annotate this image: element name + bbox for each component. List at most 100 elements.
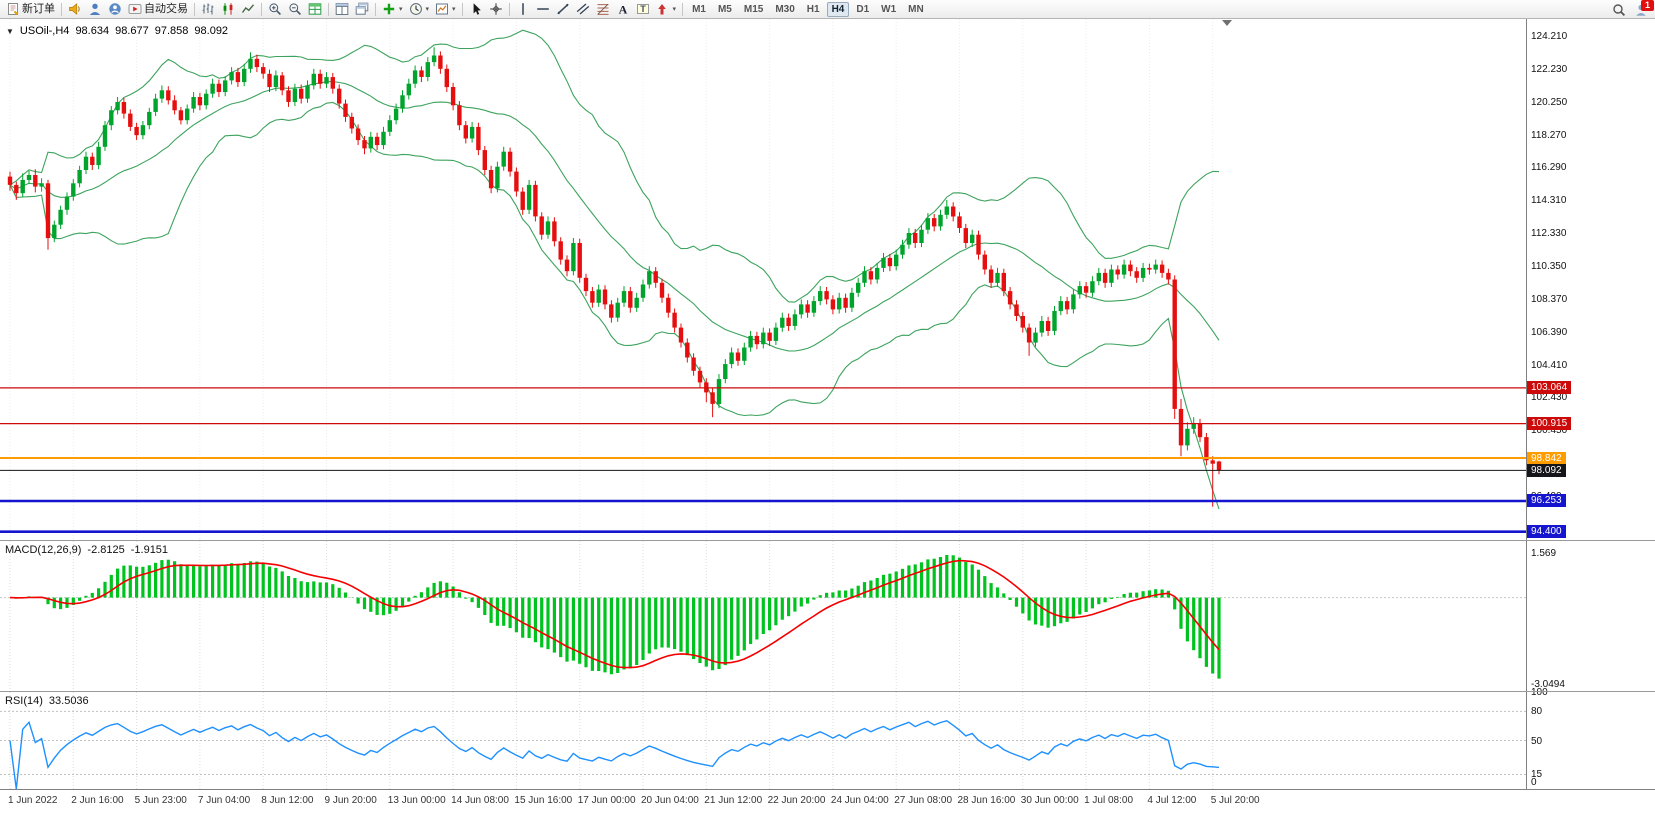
- vertical-line-button[interactable]: [513, 0, 533, 19]
- user-button[interactable]: 1: [1631, 0, 1654, 19]
- text-button[interactable]: A: [613, 0, 633, 19]
- cursor-icon: [473, 3, 481, 15]
- rsi-canvas: [0, 692, 1526, 789]
- timeframe-m5-button[interactable]: M5: [717, 3, 732, 15]
- time-axis[interactable]: 1 Jun 2022 2 Jun 16:00 5 Jun 23:00 7 Jun 04…: [0, 789, 1655, 815]
- dropdown-caret-icon: ▾: [672, 6, 677, 13]
- zoom-out-button[interactable]: [285, 0, 305, 19]
- rsi-scale-tick: 50: [1531, 735, 1543, 747]
- channel-icon: [576, 3, 589, 15]
- crosshair-icon: [489, 3, 502, 15]
- templates-button[interactable]: ▾: [432, 0, 459, 19]
- cascade-windows-button[interactable]: [352, 0, 372, 19]
- zoom-group: [265, 0, 325, 18]
- toolbar-separator: [375, 2, 376, 16]
- arrows-icon: [657, 4, 666, 15]
- chart-title-line: ▼ USOil-,H4 98.634 98.677 97.858 98.092: [6, 25, 228, 37]
- price-scale-tick: 124.210: [1531, 31, 1568, 43]
- rsi-scale-tick: 0: [1531, 777, 1537, 788]
- current-price-badge: 98.092: [1527, 463, 1566, 477]
- macd-main-value: -2.8125: [87, 544, 125, 556]
- toolbar-separator: [508, 2, 510, 16]
- ohlc-close: 98.092: [194, 25, 229, 37]
- cursor-button[interactable]: [466, 0, 486, 19]
- time-axis-label: 27 Jun 08:00: [894, 795, 953, 806]
- price-scale-tick: 106.390: [1531, 326, 1568, 338]
- zoom-in-icon: [269, 3, 281, 15]
- hline-icon: [536, 8, 549, 10]
- toolbar-separator: [61, 2, 62, 16]
- channel-button[interactable]: [573, 0, 593, 19]
- macd-label: MACD(12,26,9): [5, 544, 82, 556]
- time-axis-label: 28 Jun 16:00: [957, 795, 1016, 806]
- price-scale-tick: 118.270: [1531, 129, 1567, 141]
- fibo-icon: [597, 3, 609, 15]
- main-chart-panel[interactable]: ▼ USOil-,H4 98.634 98.677 97.858 98.092: [0, 19, 1526, 540]
- macd-panel[interactable]: MACD(12,26,9) -2.8125 -1.9151: [0, 541, 1526, 691]
- svg-text:A: A: [618, 2, 627, 16]
- indicators-button[interactable]: ▾: [379, 0, 406, 19]
- bar-chart-button[interactable]: [198, 0, 218, 19]
- price-scale-tick: 104.410: [1531, 359, 1568, 371]
- ohlc-open: 98.634: [75, 25, 110, 37]
- rsi-value: 33.5036: [48, 695, 89, 707]
- market-watch-button[interactable]: [305, 0, 325, 19]
- timeframe-h1-button[interactable]: H1: [806, 3, 820, 15]
- toolbar-groups: 新订单 自动交易 ▾ ▾ ▾ A T ▾ M1 M5 M15 M30 H1 H4 D1 W1 MN: [3, 0, 930, 18]
- price-scale-tick: 114.310: [1531, 195, 1567, 207]
- new-order-button[interactable]: 新订单: [3, 0, 58, 19]
- symbol-timeframe-label: USOil-,H4: [19, 25, 70, 37]
- time-axis-label: 13 Jun 00:00: [387, 795, 446, 806]
- text-label-button[interactable]: T: [633, 0, 653, 19]
- cursor-group: [466, 0, 506, 18]
- price-scale-tick: 120.250: [1531, 96, 1568, 108]
- time-axis-label: 22 Jun 20:00: [767, 795, 826, 806]
- rsi-scale-tick: 15: [1531, 769, 1543, 781]
- window-group: [332, 0, 372, 18]
- horn-icon: [69, 3, 80, 15]
- level-price-badge: 96.253: [1527, 494, 1566, 508]
- rsi-scale-tick: 80: [1531, 706, 1543, 718]
- ohlc-high: 98.677: [115, 25, 149, 37]
- macd-label-line: MACD(12,26,9) -2.8125 -1.9151: [5, 544, 168, 556]
- timeframe-d1-button[interactable]: D1: [856, 3, 870, 15]
- time-axis-label: 17 Jun 00:00: [577, 795, 636, 806]
- rsi-panel[interactable]: RSI(14) 33.5036: [0, 692, 1526, 789]
- time-axis-label: 30 Jun 00:00: [1020, 795, 1079, 806]
- periods-button[interactable]: ▾: [406, 0, 433, 19]
- periods-icon: [409, 3, 422, 15]
- line-chart-button[interactable]: [238, 0, 258, 19]
- community-button[interactable]: [105, 0, 125, 19]
- trendline-button[interactable]: [553, 0, 573, 19]
- price-scale[interactable]: 124.210 122.230 120.250 118.270 116.290 114.3…: [1526, 19, 1655, 789]
- profile-button[interactable]: [85, 0, 105, 19]
- candlestick-button[interactable]: [218, 0, 238, 19]
- horizontal-line-button[interactable]: [533, 0, 553, 19]
- service-group: 自动交易: [65, 0, 191, 18]
- zoom-in-button[interactable]: [265, 0, 285, 19]
- chart-tools-group: ▾ ▾ ▾: [379, 0, 459, 18]
- time-axis-label: 7 Jun 04:00: [197, 795, 251, 806]
- one-click-trading-arrow-icon[interactable]: ▼: [6, 27, 14, 36]
- panel-splitter[interactable]: [0, 691, 1655, 692]
- arrows-button[interactable]: ▾: [653, 0, 680, 19]
- price-scale-tick: 110.350: [1531, 261, 1567, 273]
- autotrading-button[interactable]: 自动交易: [125, 0, 191, 19]
- fibonacci-button[interactable]: [593, 0, 613, 19]
- crosshair-button[interactable]: [486, 0, 506, 19]
- candles-icon: [223, 3, 233, 15]
- timeframe-m30-button[interactable]: M30: [775, 3, 795, 15]
- timeframe-h4-button[interactable]: H4: [826, 1, 850, 17]
- timeframe-mn-button[interactable]: MN: [908, 3, 924, 15]
- alerts-button[interactable]: [65, 0, 85, 19]
- panel-splitter[interactable]: [0, 540, 1655, 541]
- rsi-scale-tick: 100: [1531, 687, 1548, 698]
- timeframe-m1-button[interactable]: M1: [692, 3, 706, 15]
- search-button[interactable]: [1609, 0, 1629, 19]
- timeframe-w1-button[interactable]: W1: [881, 3, 897, 15]
- price-scale-tick: 122.230: [1531, 63, 1568, 75]
- timeframe-m15-button[interactable]: M15: [743, 3, 764, 15]
- price-scale-tick: 100.450: [1531, 425, 1568, 437]
- price-scale-tick: 108.370: [1531, 293, 1568, 305]
- tile-windows-button[interactable]: [332, 0, 352, 19]
